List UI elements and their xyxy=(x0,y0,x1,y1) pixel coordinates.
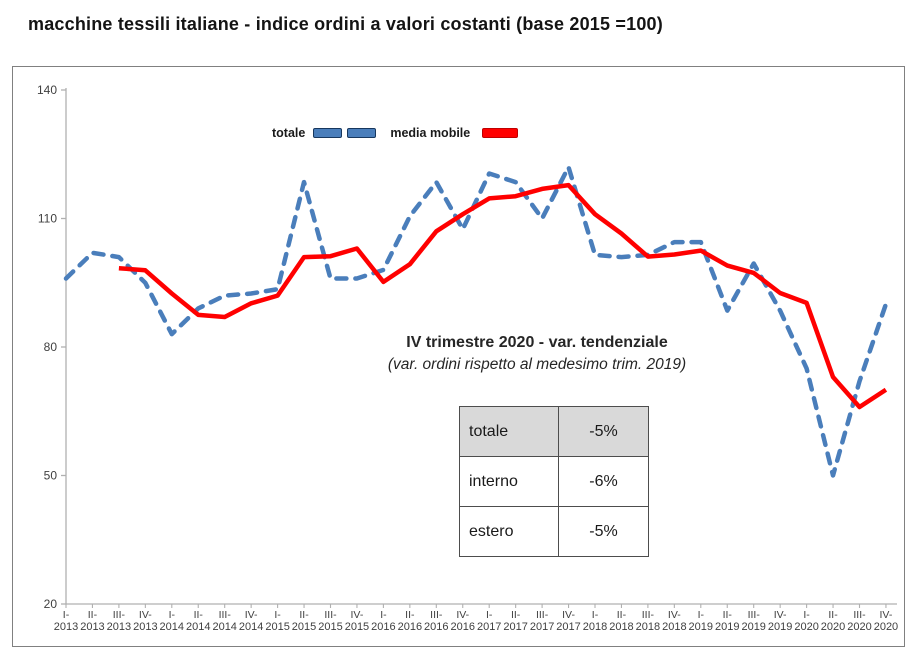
legend-media-mobile-label: media mobile xyxy=(390,126,471,140)
chart-legend: totale media mobile xyxy=(272,125,519,141)
media-mobile-line-swatch xyxy=(482,128,519,138)
table-value-totale: -5% xyxy=(558,406,649,457)
table-label-interno: interno xyxy=(459,456,559,507)
legend-totale-label: totale xyxy=(272,126,306,140)
annotation-subheading: (var. ordini rispetto al medesimo trim. … xyxy=(387,356,687,373)
table-row: totale -5% xyxy=(459,406,649,457)
table-label-totale: totale xyxy=(459,406,559,457)
chart-title: macchine tessili italiane - indice ordin… xyxy=(28,14,663,34)
variation-table: totale -5% interno -6% estero -5% xyxy=(459,406,649,557)
table-value-estero: -5% xyxy=(558,506,649,557)
table-row: estero -5% xyxy=(459,506,649,557)
table-value-interno: -6% xyxy=(558,456,649,507)
table-label-estero: estero xyxy=(459,506,559,557)
annotation-heading: IV trimestre 2020 - var. tendenziale xyxy=(406,334,668,351)
annotation-block: IV trimestre 2020 - var. tendenziale (va… xyxy=(337,334,737,374)
table-row: interno -6% xyxy=(459,456,649,507)
totale-dashed-line-swatch xyxy=(313,128,377,138)
